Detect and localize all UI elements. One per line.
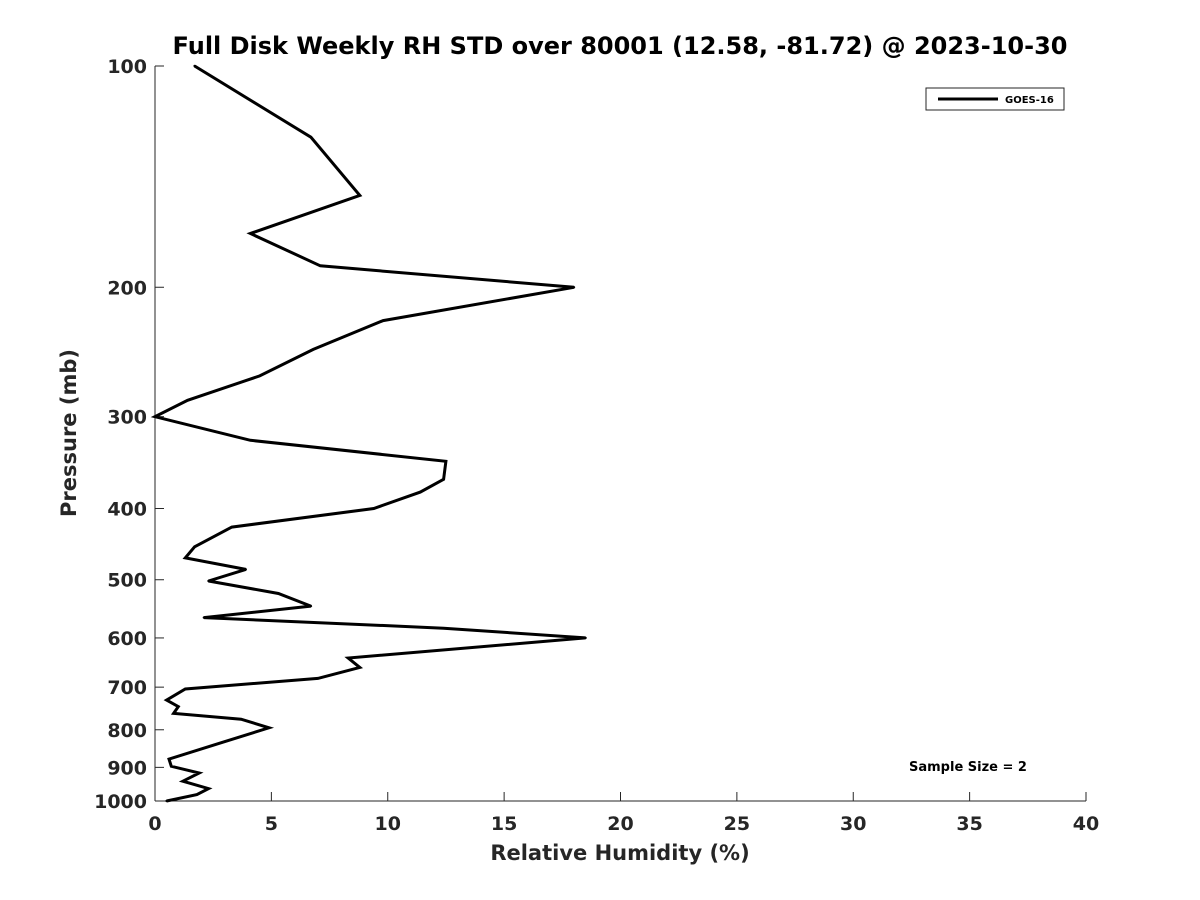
x-axis-label: Relative Humidity (%)	[490, 841, 749, 865]
data-point	[239, 718, 243, 721]
series-group	[150, 64, 587, 803]
data-point	[442, 478, 445, 481]
data-point	[181, 780, 185, 783]
data-point	[184, 556, 187, 560]
data-point	[165, 799, 168, 803]
legend: GOES-16	[925, 87, 1065, 111]
y-ticks: 100 200 300 400 500 600 700 800 900 1000	[94, 56, 164, 813]
x-tick-label: 25	[724, 813, 750, 835]
data-point	[167, 757, 171, 761]
data-point	[419, 490, 422, 494]
data-point	[319, 264, 322, 267]
data-point	[267, 726, 271, 729]
data-point	[572, 286, 576, 289]
data-point	[177, 705, 180, 708]
y-tick-label: 800	[107, 720, 147, 742]
data-point	[316, 677, 320, 680]
x-tick-label: 10	[375, 813, 401, 835]
data-point	[184, 687, 187, 691]
data-point	[153, 415, 157, 418]
data-point	[207, 787, 210, 790]
data-point	[372, 507, 375, 510]
data-point	[198, 771, 201, 775]
data-point	[309, 604, 313, 608]
data-point	[277, 592, 280, 595]
y-tick-label: 400	[107, 499, 147, 521]
data-point	[347, 656, 350, 660]
x-tick-label: 30	[840, 813, 866, 835]
y-tick-label: 200	[107, 277, 147, 299]
x-tick-label: 15	[491, 813, 517, 835]
data-point	[186, 399, 189, 402]
data-point	[312, 348, 315, 351]
chart-title: Full Disk Weekly RH STD over 80001 (12.5…	[173, 32, 1068, 60]
y-axis-label: Pressure (mb)	[57, 349, 81, 517]
data-point	[207, 579, 210, 583]
data-point	[358, 194, 361, 197]
y-tick-label: 600	[107, 628, 147, 650]
data-point	[249, 232, 252, 235]
data-point	[172, 712, 175, 715]
data-point	[258, 374, 261, 378]
data-point	[165, 698, 168, 702]
x-tick-label: 5	[265, 813, 278, 835]
data-point	[444, 460, 448, 463]
data-point	[221, 741, 224, 744]
data-point	[584, 636, 587, 640]
x-tick-label: 20	[607, 813, 633, 835]
data-point	[193, 64, 196, 68]
data-point	[358, 666, 361, 669]
x-tick-label: 0	[148, 813, 161, 835]
data-point	[170, 765, 173, 768]
data-point	[230, 525, 233, 529]
x-tick-label: 35	[956, 813, 982, 835]
y-tick-label: 500	[107, 570, 147, 592]
data-point	[442, 627, 445, 630]
y-tick-label: 100	[107, 56, 147, 78]
y-tick-label: 1000	[94, 791, 147, 813]
y-tick-label: 300	[107, 407, 147, 429]
data-point	[309, 136, 313, 139]
y-tick-label: 700	[107, 677, 147, 699]
data-point	[249, 439, 252, 442]
y-tick-label: 900	[107, 757, 147, 779]
x-tick-label: 40	[1073, 813, 1099, 835]
data-point	[193, 545, 196, 548]
sample-size-annotation: Sample Size = 2	[909, 760, 1027, 775]
data-point	[381, 319, 385, 322]
x-ticks: 0 5 10 15 20 25 30 35 40	[148, 792, 1099, 835]
data-point	[195, 793, 199, 796]
data-point	[202, 616, 206, 619]
legend-label-goes-16: GOES-16	[1005, 95, 1054, 106]
data-point	[244, 568, 247, 571]
